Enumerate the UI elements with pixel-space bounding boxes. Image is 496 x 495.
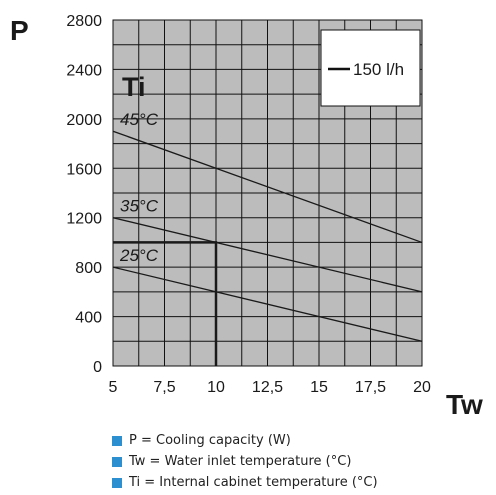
- note-text: Ti = Internal cabinet temperature (°C): [129, 475, 378, 490]
- x-tick-label: 7,5: [153, 379, 175, 396]
- x-tick-label: 10: [207, 379, 225, 396]
- x-tick-label: 12,5: [252, 379, 283, 396]
- note-bullet: [112, 456, 122, 467]
- note-text: Tw = Water inlet temperature (°C): [129, 454, 352, 469]
- y-tick-label: 2000: [66, 112, 102, 129]
- y-tick-label: 1600: [66, 161, 102, 178]
- x-axis-label: Tw: [446, 389, 483, 420]
- note-bullet: [112, 477, 122, 488]
- series-line: [112, 266, 423, 342]
- example-reading-line: [113, 241, 218, 366]
- x-tick-label: 17,5: [355, 379, 386, 396]
- y-axis-label: P: [10, 15, 29, 46]
- x-tick-label: 5: [109, 379, 118, 396]
- note-item: Ti = Internal cabinet temperature (°C): [112, 472, 378, 493]
- cooling-capacity-chart: 0 400 800 1200 1600 2000 2400 2800 5 7,5 10 12,5 15 1…: [10, 13, 483, 420]
- series-labels: 45°C 35°C 25°C: [119, 110, 159, 265]
- legend-label: 150 l/h: [353, 60, 404, 79]
- series-lines: [112, 130, 423, 342]
- example-reading-path: [113, 241, 218, 366]
- series-line: [112, 217, 423, 293]
- series-name-label: 35°C: [120, 197, 159, 216]
- notes-list: P = Cooling capacity (W) Tw = Water inle…: [112, 430, 378, 493]
- y-tick-label: 800: [75, 260, 102, 277]
- series-line: [112, 130, 423, 244]
- note-text: P = Cooling capacity (W): [129, 433, 291, 448]
- note-item: P = Cooling capacity (W): [112, 430, 378, 451]
- series-group-label: Ti: [122, 72, 146, 102]
- legend: 150 l/h: [320, 29, 421, 107]
- y-tick-label: 0: [93, 359, 102, 376]
- y-tick-label: 1200: [66, 211, 102, 228]
- y-tick-label: 2800: [66, 13, 102, 30]
- y-tick-label: 400: [75, 310, 102, 327]
- y-tick-label: 2400: [66, 62, 102, 79]
- tick-labels: 0 400 800 1200 1600 2000 2400 2800 5 7,5 10 12,5 15 1…: [66, 13, 431, 396]
- note-item: Tw = Water inlet temperature (°C): [112, 451, 378, 472]
- series-name-label: 25°C: [119, 246, 159, 265]
- x-tick-label: 15: [310, 379, 328, 396]
- series-name-label: 45°C: [120, 110, 159, 129]
- x-tick-label: 20: [413, 379, 431, 396]
- note-bullet: [112, 435, 122, 446]
